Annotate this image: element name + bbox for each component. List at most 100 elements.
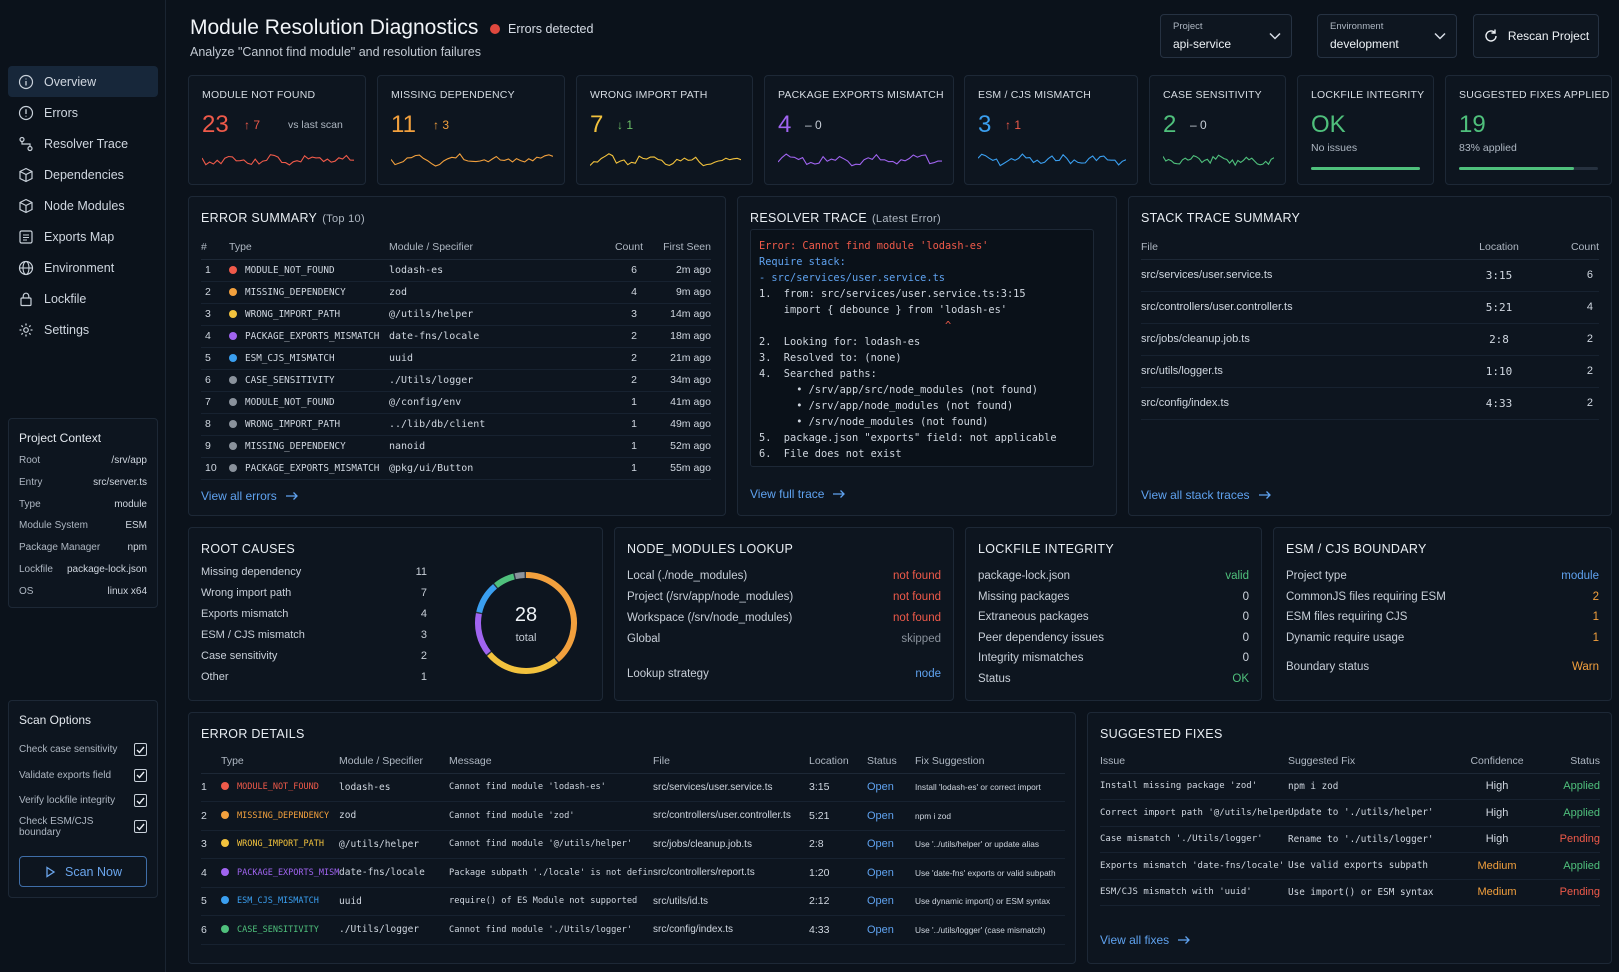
- info-value: skipped: [901, 633, 941, 645]
- sidebar-item-label: Settings: [44, 322, 90, 337]
- row-index: 3: [201, 830, 221, 859]
- donut-slice: [494, 573, 515, 588]
- metric-card[interactable]: MODULE NOT FOUND 23 ↑ 7 vs last scan: [188, 75, 366, 185]
- table-row[interactable]: 2 MISSING_DEPENDENCY zod Cannot find module…: [201, 801, 1065, 831]
- table-row[interactable]: src/controllers/user.controller.ts 5:21 4: [1141, 291, 1599, 324]
- table-row[interactable]: src/config/index.ts 4:33 2: [1141, 387, 1599, 420]
- metric-card[interactable]: WRONG IMPORT PATH 7 ↓ 1: [576, 75, 753, 185]
- error-location: 4:33: [809, 915, 867, 945]
- table-row[interactable]: 6 CASE_SENSITIVITY ./Utils/logger Cannot fi…: [201, 915, 1065, 945]
- view-all-errors-link[interactable]: View all errors: [201, 489, 299, 503]
- sidebar-item-dependencies[interactable]: Dependencies: [8, 159, 158, 190]
- sidebar-item-lockfile[interactable]: Lockfile: [8, 283, 158, 314]
- checkbox[interactable]: [134, 794, 147, 808]
- error-status[interactable]: Open: [867, 801, 915, 831]
- table-row[interactable]: ESM/CJS mismatch with 'uuid' Use import()…: [1100, 879, 1600, 906]
- view-full-trace-link[interactable]: View full trace: [750, 487, 846, 501]
- error-dot-icon: [490, 24, 500, 34]
- error-summary-panel: ERROR SUMMARY (Top 10) # Type Module / Spec…: [188, 196, 726, 516]
- route-icon: [19, 136, 33, 151]
- project-select[interactable]: Project api-service: [1160, 14, 1292, 58]
- metric-card[interactable]: MISSING DEPENDENCY 11 ↑ 3: [377, 75, 565, 185]
- row-index: 5: [201, 887, 221, 916]
- checkbox[interactable]: [134, 743, 147, 757]
- fix-status: Pending: [1538, 826, 1600, 853]
- view-all-stack-traces-link[interactable]: View all stack traces: [1141, 488, 1272, 502]
- metric-card[interactable]: LOCKFILE INTEGRITY OK No issues: [1297, 75, 1434, 185]
- sidebar-item-errors[interactable]: Errors: [8, 97, 158, 128]
- table-row[interactable]: 4PACKAGE_EXPORTS_MISMATCHdate-fns/locale…: [201, 858, 1065, 888]
- metric-value: 3: [978, 111, 992, 138]
- info-row: Workspace (/srv/node_modules) not found: [627, 612, 941, 624]
- fix-status: Pending: [1538, 879, 1600, 906]
- scan-now-button[interactable]: Scan Now: [19, 856, 147, 888]
- column-header: Count: [1540, 235, 1599, 260]
- view-all-fixes-link[interactable]: View all fixes: [1100, 933, 1191, 947]
- trace-line: 3. Resolved to: (none): [759, 352, 902, 364]
- metric-card[interactable]: SUGGESTED FIXES APPLIED 19 83% applied: [1445, 75, 1612, 185]
- error-status[interactable]: Open: [867, 915, 915, 945]
- table-row[interactable]: src/utils/logger.ts 1:10 2: [1141, 355, 1599, 388]
- table-row[interactable]: 5 ESM_CJS_MISMATCH uuid 2 21m ago: [201, 347, 711, 370]
- metric-progress-track: [1311, 167, 1420, 170]
- table-row[interactable]: 9 MISSING_DEPENDENCY nanoid 1 52m ago: [201, 435, 711, 458]
- first-seen: 9m ago: [643, 281, 711, 304]
- metric-card[interactable]: CASE SENSITIVITY 2 – 0: [1149, 75, 1286, 185]
- trace-line: Require stack:: [759, 256, 846, 268]
- error-file: src/controllers/report.ts: [653, 858, 809, 888]
- scan-option-label: Check ESM/CJS boundary: [19, 815, 94, 838]
- table-row[interactable]: Case mismatch './Utils/logger' Rename to …: [1100, 826, 1600, 853]
- error-file: src/jobs/cleanup.job.ts: [653, 830, 809, 859]
- sidebar-nav: Overview Errors Resolver Trace Dependencies…: [8, 66, 158, 345]
- table-row[interactable]: 1 MODULE_NOT_FOUND lodash-es 6 2m ago: [201, 259, 711, 282]
- error-message: Cannot find module './Utils/logger': [449, 915, 653, 945]
- table-row[interactable]: 5 ESM_CJS_MISMATCH uuid require() of ES Mod…: [201, 887, 1065, 916]
- sidebar-item-resolver-trace[interactable]: Resolver Trace: [8, 128, 158, 159]
- error-status[interactable]: Open: [867, 887, 915, 916]
- table-row[interactable]: 2 MISSING_DEPENDENCY zod 4 9m ago: [201, 281, 711, 304]
- sidebar-item-label: Exports Map: [44, 229, 115, 244]
- table-row[interactable]: Correct import path '@/utils/helper' Upda…: [1100, 799, 1600, 827]
- table-row[interactable]: src/services/user.service.ts 3:15 6: [1141, 259, 1599, 292]
- info-label: Project type: [1286, 570, 1347, 582]
- checkbox[interactable]: [134, 820, 147, 834]
- table-row[interactable]: 3 WRONG_IMPORT_PATH @/utils/helper 3 14m ago: [201, 303, 711, 326]
- environment-select[interactable]: Environment development: [1317, 14, 1457, 58]
- module-specifier: uuid: [339, 887, 449, 916]
- table-row[interactable]: 7 MODULE_NOT_FOUND @/config/env 1 41m ago: [201, 391, 711, 414]
- table-row[interactable]: 3 WRONG_IMPORT_PATH @/utils/helper Cannot f…: [201, 830, 1065, 859]
- table-row[interactable]: src/jobs/cleanup.job.ts 2:8 2: [1141, 323, 1599, 356]
- metric-value: 19: [1459, 111, 1486, 138]
- sidebar-item-environment[interactable]: Environment: [8, 252, 158, 283]
- checkbox[interactable]: [134, 768, 147, 782]
- metric-card[interactable]: PACKAGE EXPORTS MISMATCH 4 – 0: [764, 75, 954, 185]
- arrow-right-icon: [833, 490, 846, 498]
- sidebar-item-settings[interactable]: Settings: [8, 314, 158, 345]
- error-details-table: Type Module / Specifier Message File Locatio…: [201, 749, 1065, 945]
- checkmark-icon: [136, 746, 145, 754]
- table-row[interactable]: 1 MODULE_NOT_FOUND lodash-es Cannot find mo…: [201, 773, 1065, 802]
- root-cause-row: Other 1: [201, 671, 427, 683]
- sidebar-item-exports-map[interactable]: Exports Map: [8, 221, 158, 252]
- lockfile-integrity-title: LOCKFILE INTEGRITY: [978, 542, 1114, 556]
- row-index: 7: [201, 391, 229, 414]
- table-row[interactable]: 6 CASE_SENSITIVITY ./Utils/logger 2 34m ago: [201, 369, 711, 392]
- table-row[interactable]: Exports mismatch 'date-fns/locale' Use va…: [1100, 852, 1600, 880]
- row-index: 6: [201, 369, 229, 392]
- table-row[interactable]: 8 WRONG_IMPORT_PATH ../lib/db/client 1 49m a…: [201, 413, 711, 436]
- sidebar-item-overview[interactable]: Overview: [8, 66, 158, 97]
- error-count: 1: [585, 435, 643, 458]
- sidebar-item-node-modules[interactable]: Node Modules: [8, 190, 158, 221]
- rescan-project-button[interactable]: Rescan Project: [1473, 14, 1599, 58]
- first-seen: 41m ago: [643, 391, 711, 414]
- context-key: OS: [19, 585, 34, 597]
- metric-card[interactable]: ESM / CJS MISMATCH 3 ↑ 1: [964, 75, 1138, 185]
- error-status[interactable]: Open: [867, 830, 915, 859]
- stack-trace-summary-panel: STACK TRACE SUMMARY File Location Count sr…: [1128, 196, 1612, 516]
- error-status[interactable]: Open: [867, 858, 915, 888]
- fix-description: Update to './utils/helper': [1288, 799, 1456, 827]
- table-row[interactable]: 10 PACKAGE_EXPORTS_MISMATCH @pkg/ui/Button…: [201, 457, 711, 480]
- error-status[interactable]: Open: [867, 773, 915, 802]
- table-row[interactable]: Install missing package 'zod' npm i zod Hi…: [1100, 773, 1600, 800]
